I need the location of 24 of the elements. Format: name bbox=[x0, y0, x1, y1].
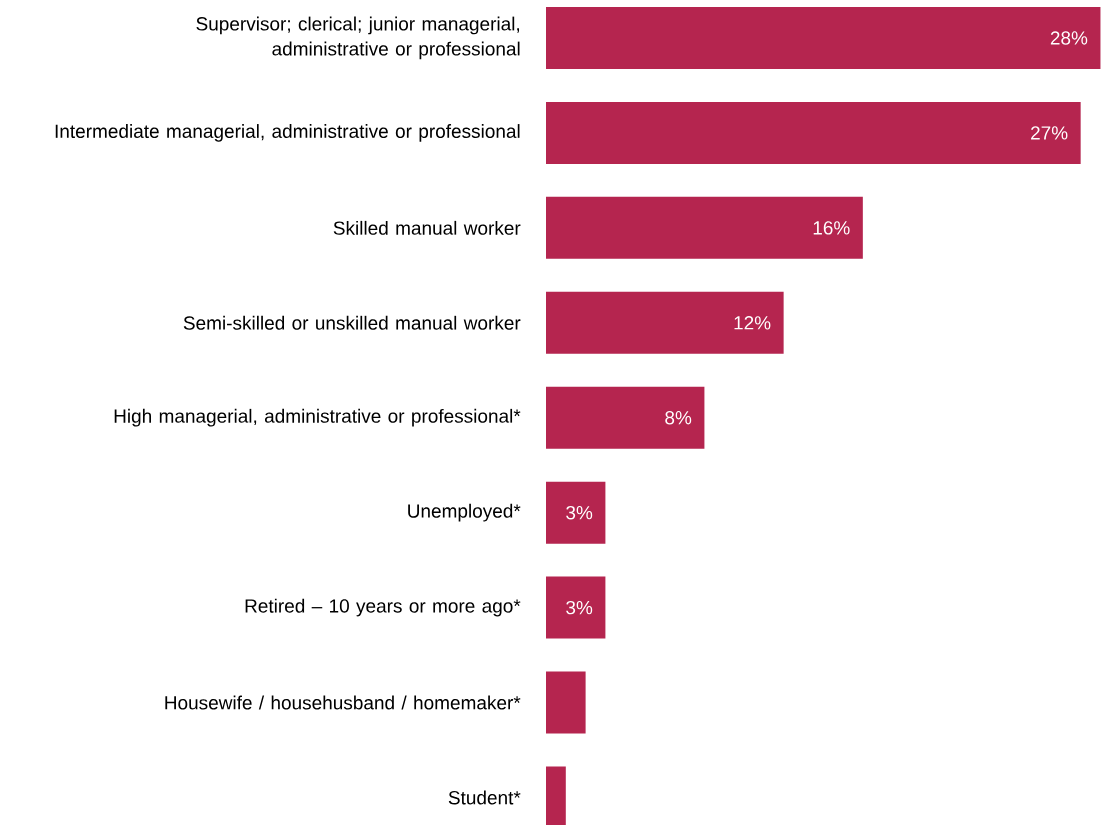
y-tick-label: Housewife / househusband / homemaker* bbox=[165, 695, 521, 710]
data-label: 12% bbox=[734, 316, 771, 330]
bar bbox=[546, 101, 1081, 164]
data-label: 16% bbox=[813, 221, 850, 235]
y-tick-label: Semi-skilled or unskilled manual worker bbox=[183, 315, 521, 330]
data-label: 3% bbox=[566, 600, 593, 615]
y-tick-label: Retired – 10 years or more ago* bbox=[245, 598, 521, 617]
bar bbox=[546, 481, 606, 544]
data-label: 28% bbox=[1050, 31, 1088, 45]
y-tick-label: Student* bbox=[448, 790, 521, 805]
bar bbox=[546, 196, 863, 259]
y-tick-label: High managerial, administrative or professional* bbox=[114, 408, 521, 427]
y-tick-label: Supervisor; clerical; junior managerial, administrative or professional bbox=[196, 16, 520, 60]
data-label: 3% bbox=[566, 505, 593, 520]
bar bbox=[546, 6, 1101, 69]
data-label: 8% bbox=[665, 411, 692, 425]
bar bbox=[546, 671, 586, 734]
data-label: 27% bbox=[1031, 126, 1068, 140]
y-tick-label: Intermediate managerial, administrative or professional bbox=[55, 124, 520, 142]
bar bbox=[546, 291, 784, 354]
bar bbox=[546, 576, 606, 639]
bar bbox=[546, 386, 705, 449]
y-tick-label: Skilled manual worker bbox=[333, 220, 521, 235]
y-tick-label: Unemployed* bbox=[408, 503, 521, 522]
